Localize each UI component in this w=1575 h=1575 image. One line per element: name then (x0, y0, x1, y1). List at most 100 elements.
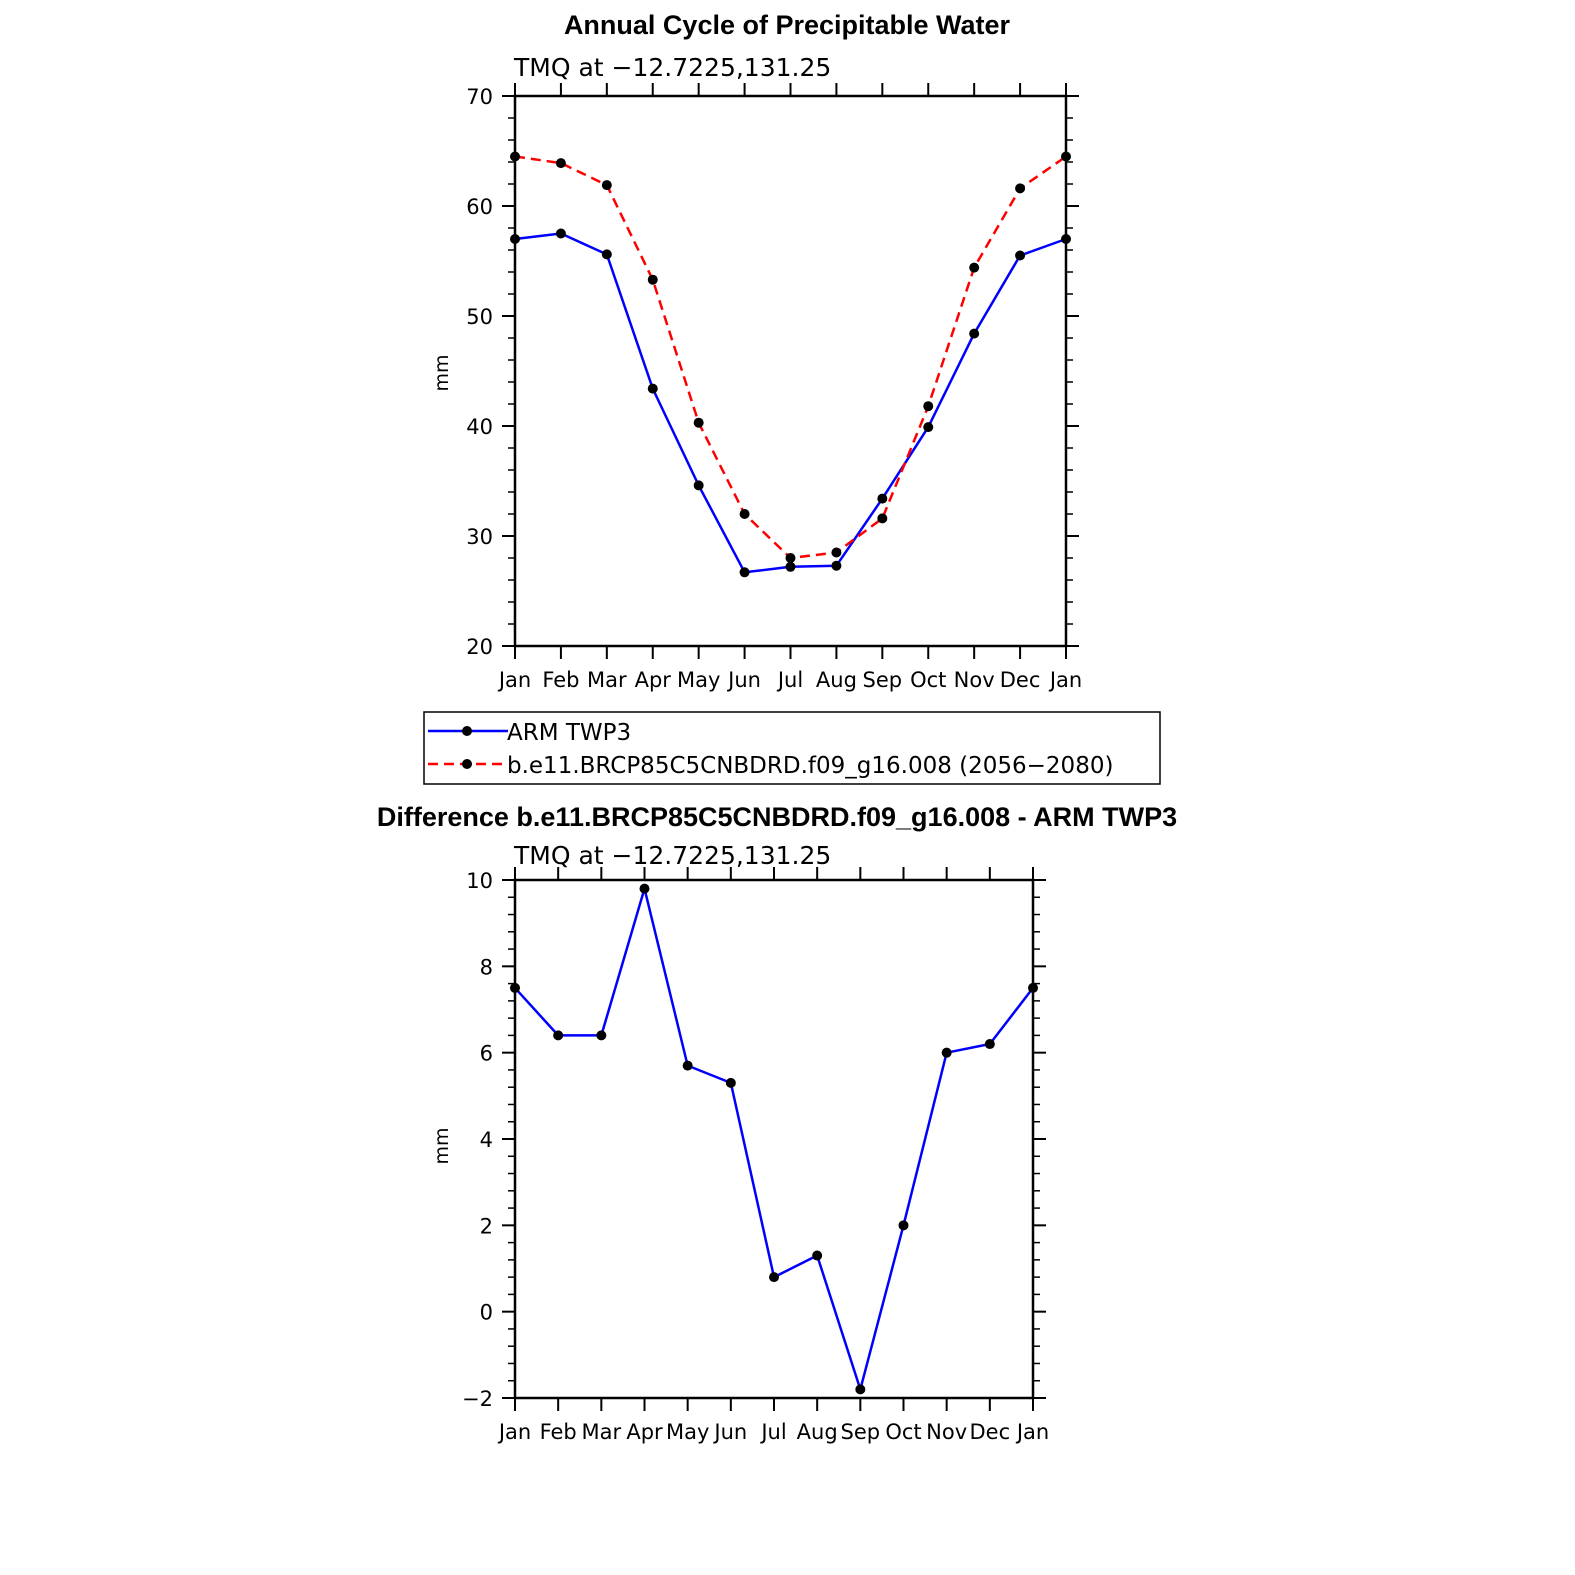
data-point-series-0 (831, 560, 842, 571)
y-tick-label: 4 (480, 1128, 493, 1152)
data-point-series-0 (769, 1272, 779, 1283)
x-tick-label: Jul (776, 668, 803, 692)
data-point-series-1 (739, 509, 750, 519)
legend-marker-arm (462, 726, 472, 736)
x-tick-label: Apr (635, 668, 672, 692)
data-point-series-1 (969, 262, 980, 273)
y-axis-label-difference: mm (431, 1127, 453, 1164)
data-point-series-0 (984, 1039, 995, 1050)
data-point-series-1 (1061, 151, 1071, 162)
x-tick-label: Nov (954, 668, 995, 692)
y-tick-label: 0 (480, 1301, 493, 1325)
x-tick-label: Oct (910, 668, 946, 692)
plot-area: 20 30 40 50 60 70 Jan Feb Mar Apr May Jun Jul Aug Sep O… (466, 83, 1082, 692)
data-point-series-0 (785, 561, 796, 572)
x-tick-label: Aug (797, 1420, 838, 1444)
chart-subtitle: TMQ at −12.7225,131.25 (513, 53, 831, 82)
data-point-series-0 (739, 567, 750, 578)
legend-label-arm: ARM TWP3 (507, 720, 631, 746)
plot-frame (513, 878, 1035, 1400)
legend-label-model: b.e11.BRCP85C5CNBDRD.f09_g16.008 (2056−2… (507, 753, 1113, 779)
y-tick-label: 40 (466, 415, 493, 439)
data-point-series-0 (1061, 234, 1071, 244)
data-point-series-1 (1015, 183, 1026, 194)
plot-area-difference: −2 0 2 4 6 8 10 Jan Feb Mar Apr May Jun Jul Aug Sep Oct N… (462, 867, 1049, 1444)
y-tick-label: 30 (466, 525, 493, 549)
x-tick-label: Jan (1015, 1420, 1049, 1444)
data-point-series-1 (555, 158, 566, 169)
chart-title: Annual Cycle of Precipitable Water (564, 10, 1011, 40)
x-tick-label: May (677, 668, 720, 692)
data-point-series-0 (510, 982, 520, 993)
legend-box (423, 711, 1161, 785)
data-point-series-0 (855, 1384, 866, 1395)
x-tick-label: Jan (497, 668, 531, 692)
x-tick-label: Sep (863, 668, 903, 692)
x-tick-label: Jun (712, 1420, 747, 1444)
chart-difference: Difference b.e11.BRCP85C5CNBDRD.f09_g16.… (377, 802, 1177, 1444)
data-point-series-0 (812, 1250, 823, 1261)
legend-entry-arm: ARM TWP3 (428, 720, 631, 746)
x-tick-label: Jul (759, 1420, 786, 1444)
x-tick-label: Mar (587, 668, 627, 692)
x-tick-label: Dec (1000, 668, 1041, 692)
data-point-series-1 (877, 513, 888, 524)
data-point-series-0 (923, 422, 934, 433)
series-line-0 (514, 232, 1067, 574)
chart-subtitle-difference: TMQ at −12.7225,131.25 (513, 841, 831, 870)
y-tick-label: 70 (466, 85, 493, 109)
x-tick-label: Apr (626, 1420, 663, 1444)
data-point-series-0 (510, 234, 520, 244)
legend-entry-model: b.e11.BRCP85C5CNBDRD.f09_g16.008 (2056−2… (428, 753, 1113, 779)
series-line-0 (514, 887, 1034, 1391)
x-tick-label: Feb (542, 668, 579, 692)
x-tick-label: Feb (540, 1420, 577, 1444)
legend: ARM TWP3 b.e11.BRCP85C5CNBDRD.f09_g16.00… (423, 711, 1161, 785)
data-point-series-1 (601, 180, 612, 191)
y-tick-label: 50 (466, 305, 493, 329)
data-point-series-0 (1015, 250, 1026, 261)
data-point-series-0 (682, 1060, 693, 1071)
x-tick-label: Jan (1048, 668, 1082, 692)
y-tick-label: 8 (480, 955, 493, 979)
chart-annual-cycle: Annual Cycle of Precipitable Water TMQ a… (431, 10, 1082, 692)
data-point-series-1 (647, 274, 658, 285)
x-tick-label: Jan (497, 1420, 531, 1444)
data-point-series-1 (785, 553, 796, 563)
chart-title-difference: Difference b.e11.BRCP85C5CNBDRD.f09_g16.… (377, 802, 1177, 832)
data-point-series-0 (898, 1220, 909, 1231)
y-tick-label: 10 (466, 869, 493, 893)
data-point-series-0 (601, 249, 612, 260)
x-tick-label: Jun (726, 668, 761, 692)
x-tick-label: Dec (970, 1420, 1011, 1444)
x-tick-label: Oct (885, 1420, 921, 1444)
y-tick-label: −2 (462, 1387, 493, 1411)
x-tick-label: Aug (816, 668, 857, 692)
y-axis-label: mm (431, 354, 453, 391)
data-point-series-0 (877, 493, 888, 504)
data-point-series-1 (831, 547, 842, 558)
y-tick-label: 6 (480, 1042, 493, 1066)
y-tick-label: 20 (466, 635, 493, 659)
data-point-series-0 (555, 228, 566, 239)
data-point-series-0 (596, 1030, 607, 1041)
data-point-series-0 (969, 328, 980, 339)
x-tick-label: May (666, 1420, 709, 1444)
data-point-series-0 (647, 383, 658, 394)
series-line-1 (514, 155, 1067, 560)
legend-marker-model (462, 759, 472, 769)
data-point-series-1 (923, 401, 934, 412)
data-point-series-0 (725, 1077, 736, 1088)
data-point-series-0 (639, 883, 650, 894)
data-point-series-0 (553, 1030, 564, 1041)
y-tick-label: 60 (466, 195, 493, 219)
x-tick-label: Mar (582, 1420, 622, 1444)
x-tick-label: Sep (841, 1420, 881, 1444)
data-point-series-0 (1028, 982, 1038, 993)
x-tick-label: Nov (926, 1420, 967, 1444)
data-point-series-0 (941, 1047, 952, 1058)
data-point-series-0 (693, 480, 704, 491)
y-tick-label: 2 (480, 1214, 493, 1238)
data-point-series-1 (693, 417, 704, 428)
